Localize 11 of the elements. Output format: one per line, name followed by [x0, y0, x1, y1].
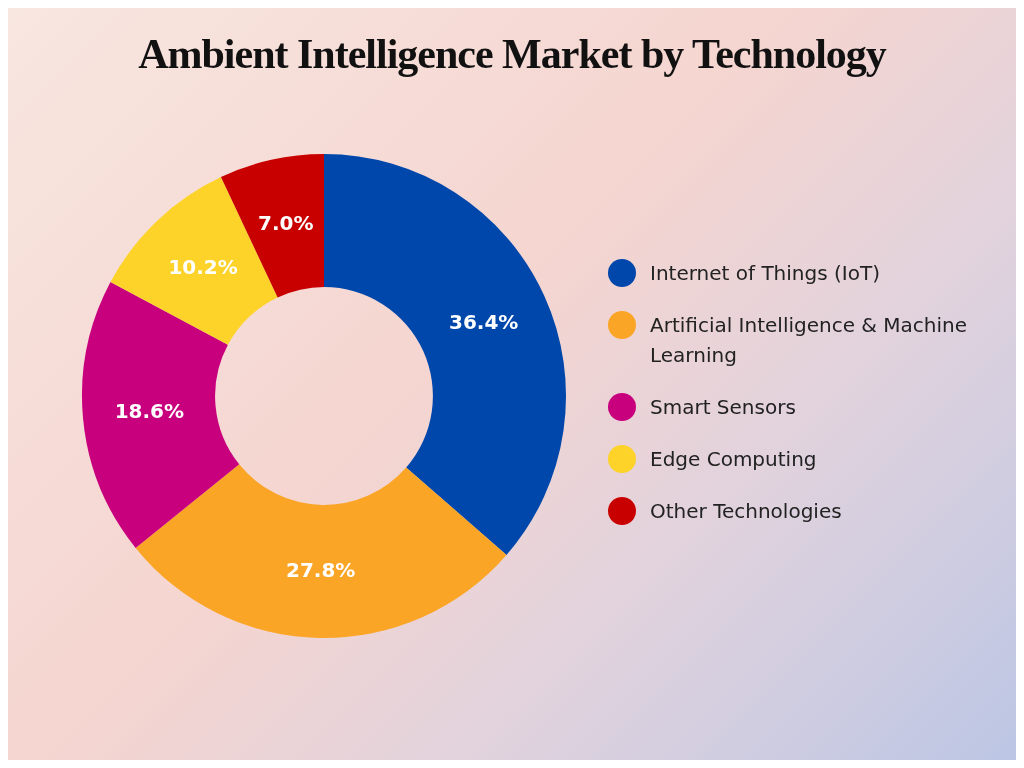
data-label: 27.8%	[286, 557, 356, 582]
legend-label: Artificial Intelligence & Machine Learning	[650, 312, 969, 369]
data-label: 18.6%	[114, 398, 185, 423]
data-label: 7.0%	[257, 210, 314, 235]
chart-title: Ambient Intelligence Market by Technology	[137, 30, 888, 78]
data-label: 10.2%	[168, 255, 238, 280]
data-label: 36.4%	[448, 309, 519, 334]
legend-label: Edge Computing	[650, 446, 817, 473]
legend-label: Internet of Things (IoT)	[650, 260, 880, 287]
legend-label: Other Technologies	[650, 498, 842, 525]
legend-label: Smart Sensors	[650, 394, 796, 421]
